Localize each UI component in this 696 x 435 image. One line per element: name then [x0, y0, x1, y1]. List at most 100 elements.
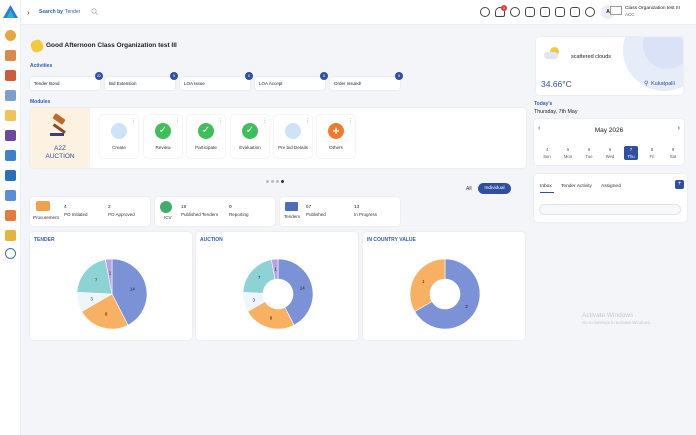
tenders-icon — [285, 202, 298, 211]
module-label: Create — [112, 145, 126, 150]
sidebar-auction-icon[interactable] — [5, 50, 16, 61]
pie-slice[interactable] — [409, 258, 446, 312]
sidebar-box-icon[interactable] — [5, 210, 16, 221]
filter-all[interactable]: All — [466, 186, 472, 192]
sidebar-user-icon[interactable] — [5, 150, 16, 161]
activity-tender-bond[interactable]: Tender Bond 22 — [30, 72, 103, 90]
module-label: Pre bid Details — [278, 145, 308, 150]
more-icon[interactable]: ⋮ — [305, 118, 310, 124]
activity-loa-issue[interactable]: LOA Issue 5 — [180, 72, 253, 90]
module-others[interactable]: ⋮ + Others — [317, 115, 355, 158]
stat-card-tenders[interactable]: Tenders 57 Published 13 In Progress — [280, 197, 400, 226]
activity-loa-accept[interactable]: LOA Accept 5 — [255, 72, 328, 90]
greeting-text: Good Afternoon Class Organization test I… — [46, 42, 177, 49]
search-icon[interactable] — [91, 8, 98, 15]
plus-circle-icon: + — [328, 123, 344, 139]
pie-slice[interactable] — [105, 258, 113, 295]
pie-slice[interactable] — [76, 259, 113, 295]
module-create[interactable]: ⋮ Create — [100, 115, 138, 158]
tenders-published-value: 57 — [306, 205, 312, 210]
more-icon[interactable]: ⋮ — [175, 118, 180, 124]
tasks-icon[interactable] — [555, 7, 565, 17]
weather-description: scattered clouds — [571, 54, 612, 60]
avatar-letter: A — [606, 9, 610, 15]
prev-month-icon[interactable]: ‹ — [538, 125, 541, 132]
whatsapp-icon[interactable] — [585, 7, 595, 17]
carousel-dot[interactable] — [271, 180, 274, 183]
tab-inbox[interactable]: Inbox — [540, 184, 552, 189]
pie-slice-label: 14 — [300, 286, 306, 291]
inbox-search-input[interactable] — [539, 204, 681, 215]
activity-bid-extension[interactable]: Bid Extension 5 — [105, 72, 178, 90]
notification-bell-icon[interactable] — [495, 7, 505, 17]
sidebar-tag-icon[interactable] — [5, 230, 16, 241]
sidebar-gavel-icon[interactable] — [5, 130, 16, 141]
module-review[interactable]: ⋮ ✓ Review — [144, 115, 182, 158]
network-icon[interactable] — [510, 7, 520, 17]
module-pre-bid-details[interactable]: ⋮ Pre bid Details — [274, 115, 312, 158]
activity-order-issued[interactable]: Order Issued! 5 — [330, 72, 403, 90]
icv-chart-title: IN COUNTRY VALUE — [367, 237, 416, 243]
more-icon[interactable]: ⋮ — [218, 118, 223, 124]
sidebar-truck-icon[interactable] — [5, 170, 16, 181]
stat-card-icv[interactable]: ICV 19 Published Tenders 0 Reporting — [155, 197, 275, 226]
todays-date: Thursday, 7th May — [534, 109, 578, 115]
sidebar-settings-icon[interactable] — [5, 248, 16, 259]
pie-slice[interactable] — [271, 258, 279, 280]
check-circle-icon: ✓ — [242, 123, 258, 139]
auction-chart-title: AUCTION — [200, 237, 223, 243]
carousel-dots[interactable] — [266, 179, 284, 185]
sidebar-edit-icon[interactable] — [5, 110, 16, 121]
settings-user-icon[interactable] — [480, 7, 490, 17]
carousel-dot[interactable] — [276, 180, 279, 183]
sidebar-team-icon[interactable] — [5, 190, 16, 201]
tenders-progress-value: 13 — [354, 205, 360, 210]
calendar-day[interactable]: 4 Sun — [543, 147, 551, 159]
next-month-icon[interactable]: › — [677, 125, 680, 132]
calendar-day[interactable]: 6 Wed — [605, 147, 615, 159]
pie-slice-label: 1 — [422, 279, 425, 284]
sidebar-building-icon[interactable] — [5, 70, 16, 81]
stat-card-procurement[interactable]: Procurement 4 PO Initiated 2 PO Approved — [30, 197, 150, 226]
calendar-day[interactable]: 5 Mon — [563, 147, 573, 159]
org-chart-icon[interactable] — [525, 7, 535, 17]
tab-assigned[interactable]: Assigned — [601, 184, 621, 189]
org-name[interactable]: Class Organization test III — [625, 6, 680, 11]
activity-count-badge: 5 — [320, 72, 328, 80]
org-logo-icon — [610, 6, 622, 15]
pie-slice[interactable] — [414, 258, 481, 330]
calendar-card: ‹ May 2026 › — [534, 119, 684, 165]
pie-slice[interactable] — [277, 258, 314, 326]
carousel-dot-active[interactable] — [281, 180, 284, 183]
activation-watermark-title: Activate Windows — [582, 312, 634, 319]
chevron-right-icon[interactable]: › — [27, 8, 30, 17]
po-initiated-value: 4 — [64, 205, 67, 210]
calendar-day-selected[interactable]: 7 Thu — [624, 146, 638, 160]
pie-slice[interactable] — [111, 258, 148, 326]
calendar-day[interactable]: 6 Tue — [585, 147, 593, 159]
calendar-icon[interactable] — [540, 7, 550, 17]
more-icon[interactable]: ⋮ — [262, 118, 267, 124]
more-icon[interactable]: ⋮ — [348, 118, 353, 124]
search-scope[interactable]: Tender — [65, 9, 81, 15]
app-logo-icon[interactable] — [3, 5, 18, 18]
calendar-day[interactable]: 8 Fri — [649, 147, 655, 159]
carousel-dot[interactable] — [266, 180, 269, 183]
filter-individual[interactable]: Individual — [478, 183, 511, 194]
pie-slice-label: 3 — [252, 297, 255, 302]
more-icon[interactable]: ⋮ — [131, 118, 136, 124]
module-label: Evaluation — [239, 145, 261, 150]
pie-slice[interactable] — [81, 293, 129, 330]
add-button[interactable]: + — [675, 180, 684, 189]
module-label: Review — [155, 145, 171, 150]
module-participate[interactable]: ⋮ ✓ Participate — [187, 115, 225, 158]
calendar-day[interactable]: 9 Sat — [669, 147, 677, 159]
tab-tender-activity[interactable]: Tender Activity — [561, 184, 592, 189]
chat-icon[interactable] — [570, 7, 580, 17]
module-evaluation[interactable]: ⋮ ✓ Evaluation — [231, 115, 269, 158]
a2z-auction-banner[interactable]: A2Z AUCTION — [30, 108, 90, 168]
sidebar-document-icon[interactable] — [5, 90, 16, 101]
sidebar-compass-icon[interactable] — [5, 30, 16, 41]
top-bar: › Search by Tender 1 A Class Organizatio… — [21, 0, 696, 25]
